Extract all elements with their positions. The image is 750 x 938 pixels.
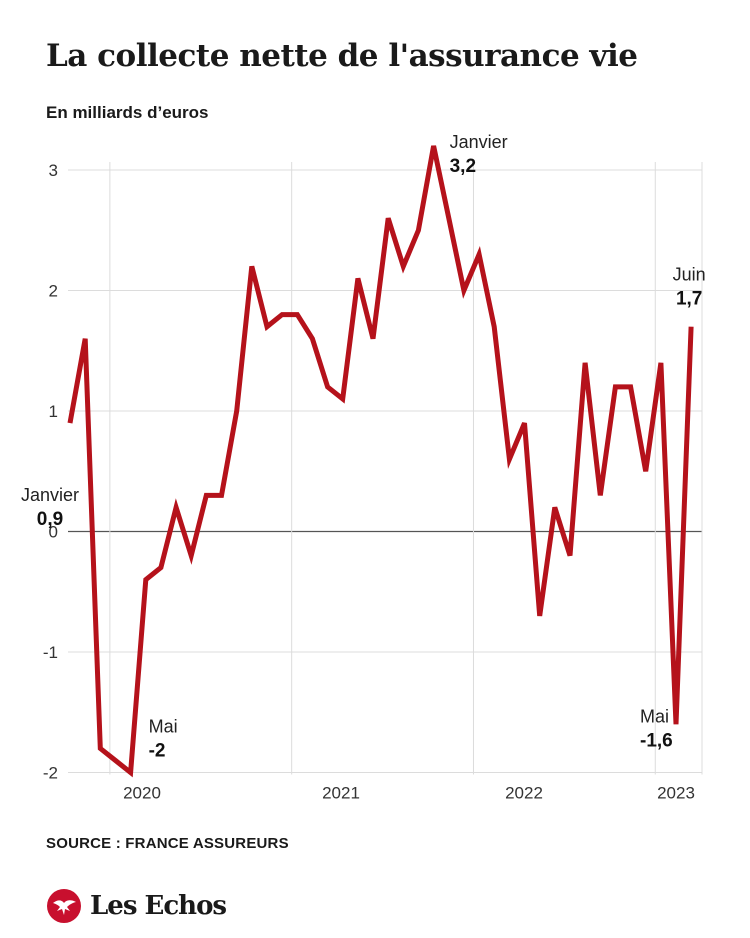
source-note: SOURCE : FRANCE ASSUREURS — [46, 835, 289, 852]
annotation-value: -1,6 — [640, 730, 673, 751]
annotation-label: Janvier — [450, 132, 508, 152]
annotation-label: Juin — [673, 265, 706, 285]
logo-text: Les Echos — [90, 891, 227, 921]
x-tick-label: 2022 — [505, 784, 543, 803]
data-line-series — [67, 145, 694, 778]
y-tick-label: 2 — [49, 282, 58, 301]
annotation-value: 3,2 — [450, 156, 476, 177]
eagle-icon — [47, 889, 81, 923]
y-tick-label: 0 — [49, 523, 58, 542]
y-tick-label: -1 — [43, 643, 58, 662]
annotation-label: Janvier — [21, 485, 79, 505]
y-tick-label: 1 — [49, 402, 58, 421]
x-tick-label: 2020 — [123, 784, 161, 803]
les-echos-logo: Les Echos — [46, 888, 227, 924]
x-tick-label: 2023 — [657, 784, 695, 803]
annotation-label: Mai — [640, 706, 669, 726]
line-chart: 3 2 1 0 -1 -2 2020 2021 2022 2023 Janvier 0,9 Mai -2 J… — [21, 132, 706, 803]
annotation-label: Mai — [149, 717, 178, 737]
annotation-value: 1,7 — [676, 289, 702, 310]
x-tick-label: 2021 — [322, 784, 360, 803]
chart-subtitle: En milliards d’euros — [46, 103, 209, 122]
y-tick-label: 3 — [49, 161, 58, 180]
y-tick-label: -2 — [43, 764, 58, 783]
annotation-value: -2 — [149, 741, 166, 762]
chart-title: La collecte nette de l'assurance vie — [46, 38, 638, 74]
annotation-value: 0,9 — [37, 509, 63, 530]
